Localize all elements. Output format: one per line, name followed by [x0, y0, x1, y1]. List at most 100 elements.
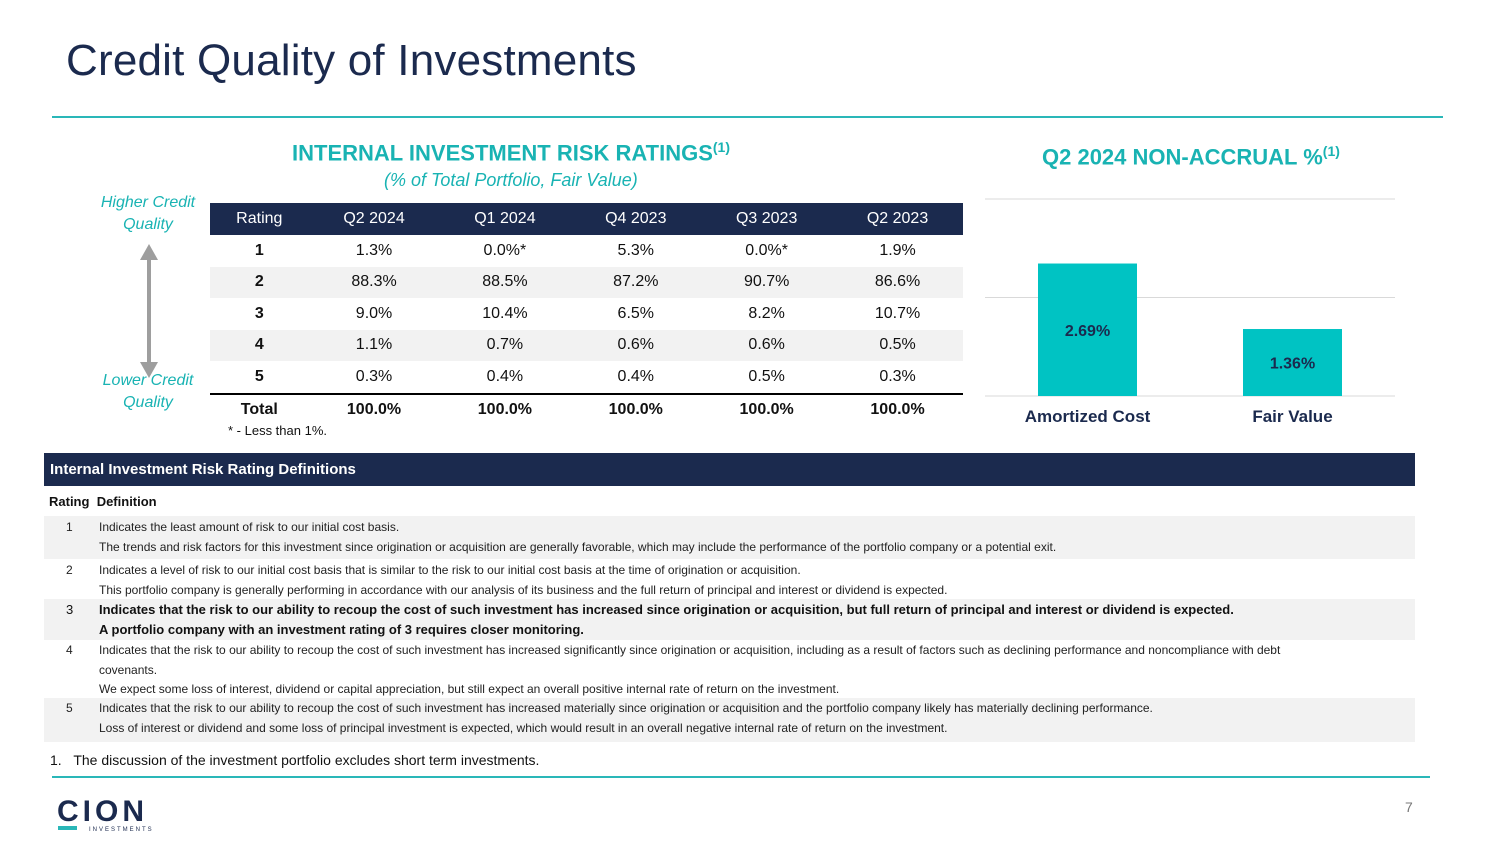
value-cell: 0.5% — [748, 367, 785, 385]
definition-line: Indicates that the risk to our ability t… — [99, 701, 1153, 715]
rating-cell: 5 — [254, 367, 264, 385]
value-cell: 1.1% — [308, 329, 440, 361]
bar — [1243, 329, 1342, 396]
lower-credit-label: Lower Credit Quality — [102, 372, 194, 411]
definition-line: Indicates that the risk to our ability t… — [99, 643, 1281, 657]
value-cell: 90.7% — [701, 266, 833, 298]
ratings-subheading: (% of Total Portfolio, Fair Value) — [384, 170, 638, 190]
value-cell: 1.3% — [355, 241, 393, 259]
nonaccrual-chart: 2.69% Amortized Cost 1.36% Fair Value — [985, 198, 1395, 426]
page-number: 7 — [1405, 799, 1413, 815]
data-label: 1.36% — [1270, 356, 1315, 373]
table-row: 1 1.3% 0.0%* 5.3% 0.0%* 1.9% — [210, 235, 963, 267]
definition-row-1: 1 Indicates the least amount of risk to … — [44, 516, 1415, 559]
definitions-col-headers: Rating Definition — [49, 494, 157, 509]
col-header: Rating — [210, 203, 309, 235]
value-cell: 0.3% — [355, 367, 393, 385]
definition-row-2: 2 Indicates a level of risk to our initi… — [44, 560, 1415, 599]
table-header-row: Rating Q2 2024 Q1 2024 Q4 2023 Q3 2023 Q… — [210, 203, 963, 235]
higher-credit-label: Higher Credit Quality — [100, 194, 196, 233]
value-cell: 0.6% — [570, 329, 702, 361]
nonaccrual-heading-sup: (1) — [1322, 143, 1340, 159]
value-cell: 88.5% — [439, 266, 571, 298]
value-cell: 0.0%* — [745, 241, 788, 259]
value-cell: 0.3% — [879, 367, 916, 385]
col-header: Q2 2024 — [308, 203, 440, 235]
value-cell: 0.4% — [486, 367, 524, 385]
risk-ratings-table: Rating Q2 2024 Q1 2024 Q4 2023 Q3 2023 Q… — [210, 203, 963, 426]
logo-accent — [58, 826, 77, 830]
rating-cell: 2 — [210, 266, 309, 298]
total-cell: 100.0% — [439, 392, 571, 426]
category-label: Amortized Cost — [1025, 407, 1151, 426]
total-label: Total — [210, 392, 309, 426]
footer-divider — [52, 776, 1430, 778]
value-cell: 0.4% — [617, 367, 655, 385]
definition-line: covenants. — [99, 662, 158, 677]
definition-num: 4 — [66, 643, 73, 657]
table-row: 4 1.1% 0.7% 0.6% 0.6% 0.5% — [210, 329, 963, 361]
category-label: Fair Value — [1252, 407, 1332, 426]
title-divider — [52, 116, 1443, 118]
value-cell: 6.5% — [617, 304, 655, 322]
table-row: 2 88.3% 88.5% 87.2% 90.7% 86.6% — [210, 266, 963, 298]
total-cell: 100.0% — [701, 392, 833, 426]
value-cell: 0.5% — [832, 329, 963, 361]
definition-row-4: 4 Indicates that the risk to our ability… — [44, 640, 1415, 698]
value-cell: 9.0% — [355, 304, 393, 322]
nonaccrual-heading: Q2 2024 NON-ACCRUAL %(1) — [1042, 143, 1340, 170]
value-cell: 8.2% — [748, 304, 785, 322]
col-header: Q4 2023 — [570, 203, 702, 235]
value-cell: 10.7% — [874, 304, 921, 322]
definition-line: Indicates the least amount of risk to ou… — [99, 520, 400, 534]
col-header: Q3 2023 — [701, 203, 833, 235]
cion-logo: CION INVESTMENTS — [57, 795, 154, 833]
value-cell: 0.0%* — [483, 241, 527, 259]
col-header: Q2 2023 — [832, 203, 963, 235]
definition-line: A portfolio company with an investment r… — [99, 621, 584, 637]
value-cell: 86.6% — [832, 266, 963, 298]
bar — [1038, 263, 1137, 396]
definition-line: Indicates that the risk to our ability t… — [99, 602, 1234, 617]
col-header: Q1 2024 — [439, 203, 571, 235]
table-total-row: Total 100.0% 100.0% 100.0% 100.0% 100.0% — [210, 392, 963, 426]
definitions-heading: Internal Investment Risk Rating Definiti… — [44, 453, 1415, 486]
rating-cell: 4 — [210, 329, 309, 361]
definition-line: This portfolio company is generally perf… — [99, 582, 948, 597]
page-title: Credit Quality of Investments — [66, 36, 637, 85]
value-cell: 5.3% — [617, 241, 655, 259]
rating-cell: 3 — [254, 304, 264, 322]
value-cell: 87.2% — [570, 266, 702, 298]
ratings-heading-sup: (1) — [712, 139, 730, 155]
definition-line: Loss of interest or dividend and some lo… — [99, 720, 948, 735]
total-cell: 100.0% — [570, 392, 702, 426]
definition-num: 3 — [66, 602, 74, 617]
table-row: 3 9.0% 10.4% 6.5% 8.2% 10.7% — [210, 298, 963, 330]
value-cell: 0.6% — [701, 329, 833, 361]
value-cell: 1.9% — [879, 241, 916, 259]
col-definition-label: Definition — [96, 494, 157, 509]
less-than-note: * - Less than 1%. — [228, 423, 327, 438]
nonaccrual-heading-text: Q2 2024 NON-ACCRUAL % — [1042, 144, 1323, 170]
definition-num: 5 — [66, 701, 73, 715]
page-footnote: 1. The discussion of the investment port… — [50, 752, 540, 768]
definition-row-5: 5 Indicates that the risk to our ability… — [44, 698, 1415, 742]
definition-row-3: 3 Indicates that the risk to our ability… — [44, 599, 1415, 640]
logo-tagline: INVESTMENTS — [89, 827, 154, 833]
definition-num: 1 — [66, 520, 73, 534]
definition-line: We expect some loss of interest, dividen… — [99, 682, 840, 696]
definition-line: The trends and risk factors for this inv… — [99, 539, 1057, 554]
rating-cell: 1 — [254, 241, 264, 259]
definition-num: 2 — [66, 563, 73, 577]
col-rating-label: Rating — [49, 494, 90, 509]
definition-line: Indicates a level of risk to our initial… — [99, 563, 801, 577]
value-cell: 0.7% — [439, 329, 571, 361]
quality-arrow-icon — [140, 244, 158, 378]
total-cell: 100.0% — [832, 392, 963, 426]
value-cell: 10.4% — [482, 304, 528, 322]
table-row: 5 0.3% 0.4% 0.4% 0.5% 0.3% — [210, 361, 963, 394]
total-cell: 100.0% — [308, 392, 440, 426]
ratings-heading-text: INTERNAL INVESTMENT RISK RATINGS — [292, 140, 713, 166]
data-label: 2.69% — [1065, 323, 1110, 340]
ratings-heading: INTERNAL INVESTMENT RISK RATINGS(1) — [292, 139, 730, 166]
